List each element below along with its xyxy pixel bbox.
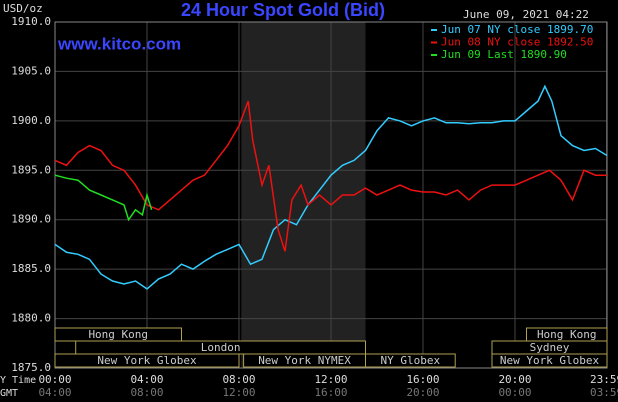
y-tick-label: 1910.0 [11, 15, 51, 28]
y-tick-label: 1905.0 [11, 64, 51, 77]
session-label: Hong Kong [88, 328, 148, 341]
plot-frame [54, 21, 608, 369]
unit-label: USD/oz [3, 2, 43, 15]
x-tick-label: 04:00 [130, 373, 163, 386]
x-tick-label: 08:00 [222, 373, 255, 386]
x2-tick-label: 04:00 [38, 386, 71, 399]
x-tick-label: 12:00 [314, 373, 347, 386]
x2-tick-label: 16:00 [314, 386, 347, 399]
x2-tick-label: 03:59 [590, 386, 618, 399]
y-tick-label: 1885.0 [11, 262, 51, 275]
timestamp: June 09, 2021 04:22 [463, 8, 589, 21]
x2-axis-label: GMT [0, 388, 18, 399]
session-box [54, 353, 240, 368]
chart-title: 24 Hour Spot Gold (Bid) [181, 0, 385, 20]
y-tick-label: 1890.0 [11, 213, 51, 226]
series-line [54, 174, 153, 222]
source: www.kitco.com [57, 34, 181, 53]
x2-tick-label: 20:00 [406, 386, 439, 399]
session-label: London [201, 341, 241, 354]
session-label: New York Globex [500, 354, 600, 367]
x2-tick-label: 00:00 [498, 386, 531, 399]
session-box [365, 353, 456, 368]
session-label: New York Globex [97, 354, 197, 367]
x-tick-label: 23:59 [590, 373, 618, 386]
legend-label: Jun 07 NY close 1899.70 [441, 23, 593, 36]
session-box [491, 353, 608, 368]
legend-label: Jun 08 NY close 1892.50 [441, 36, 593, 49]
session-label: NY Globex [381, 354, 441, 367]
y-tick-label: 1880.0 [11, 312, 51, 325]
y-tick-label: 1900.0 [11, 114, 51, 127]
legend-label: Jun 09 Last 1890.90 [441, 48, 567, 61]
y-tick-label: 1895.0 [11, 163, 51, 176]
x-tick-label: 00:00 [38, 373, 71, 386]
x-tick-label: 20:00 [498, 373, 531, 386]
x-tick-label: 16:00 [406, 373, 439, 386]
series-line [54, 84, 608, 290]
y-tick-label: 1875.0 [11, 361, 51, 374]
x2-tick-label: 08:00 [130, 386, 163, 399]
series-line [54, 100, 607, 252]
session-label: Sydney [530, 341, 570, 354]
x2-tick-label: 12:00 [222, 386, 255, 399]
x-axis-label: Y Time [0, 375, 36, 386]
session-label: New York NYMEX [258, 354, 351, 367]
session-label: Hong Kong [537, 328, 597, 341]
